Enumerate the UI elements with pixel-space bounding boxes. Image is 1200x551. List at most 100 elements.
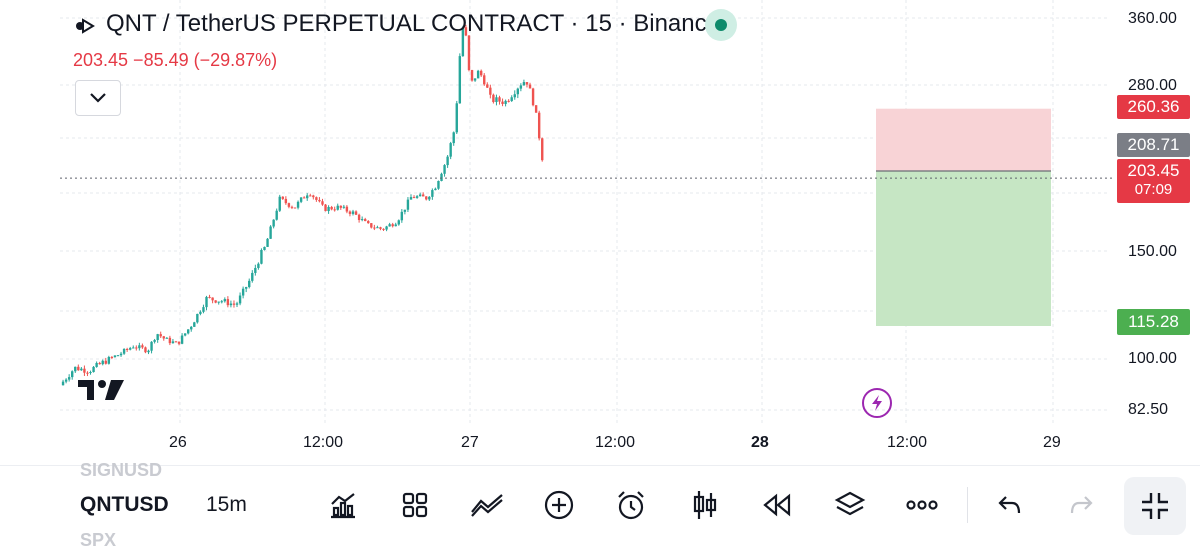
candle xyxy=(403,209,407,212)
candle xyxy=(113,355,117,358)
candle xyxy=(125,348,129,350)
candle xyxy=(376,227,379,229)
candle xyxy=(461,27,465,57)
time-tick: 12:00 xyxy=(595,434,636,451)
candle xyxy=(339,205,342,208)
price-tick: 150.00 xyxy=(1128,243,1177,260)
candle xyxy=(382,228,385,230)
candle xyxy=(309,195,312,197)
fullscreen-button[interactable] xyxy=(1124,477,1186,535)
candle xyxy=(360,219,364,221)
chart-type-icon[interactable] xyxy=(326,488,360,522)
candle xyxy=(104,360,107,364)
candle xyxy=(345,206,349,212)
symbol-selector[interactable]: QNTUSD xyxy=(80,493,169,516)
candle xyxy=(330,206,333,210)
candle xyxy=(174,341,178,343)
price-tick: 100.00 xyxy=(1128,350,1177,367)
candle xyxy=(64,379,68,382)
add-icon[interactable] xyxy=(542,488,576,522)
collapse-legend-button[interactable] xyxy=(75,80,121,116)
candle xyxy=(421,194,425,197)
candle xyxy=(476,70,480,79)
replay-icon[interactable] xyxy=(760,488,794,522)
chevron-down-icon xyxy=(90,93,106,103)
candle xyxy=(128,348,132,350)
candle xyxy=(263,246,266,250)
candle xyxy=(202,307,205,312)
candle xyxy=(71,371,74,378)
timeframe-selector[interactable]: 15m xyxy=(206,493,247,516)
candle xyxy=(437,180,440,189)
price-chart[interactable] xyxy=(0,0,1200,465)
candle xyxy=(98,362,101,365)
candle xyxy=(235,303,239,305)
indicators-icon[interactable] xyxy=(470,488,504,522)
flash-icon[interactable] xyxy=(862,388,892,418)
candle xyxy=(251,272,254,281)
candle xyxy=(522,82,526,86)
candle xyxy=(272,219,275,227)
indicators-icon xyxy=(471,494,503,517)
candle xyxy=(257,263,260,268)
symbol-prev[interactable]: SIGNUSD xyxy=(80,460,163,480)
layouts-icon[interactable] xyxy=(398,488,432,522)
candle xyxy=(153,339,156,342)
candle xyxy=(318,199,321,202)
candles-icon[interactable] xyxy=(688,488,722,522)
candle xyxy=(135,347,138,349)
candle xyxy=(489,87,492,95)
alert-clock-icon[interactable] xyxy=(614,488,648,522)
more-icon xyxy=(906,500,938,510)
candle xyxy=(95,362,98,367)
redo-icon[interactable] xyxy=(1065,488,1099,522)
fullscreen-icon xyxy=(1142,493,1168,519)
take-profit-price-tag[interactable]: 115.28 xyxy=(1117,309,1190,335)
alert-clock-icon xyxy=(618,491,644,520)
undo-icon[interactable] xyxy=(992,488,1026,522)
last-price-tag: 203.45 07:09 xyxy=(1117,159,1190,203)
candle xyxy=(232,303,236,305)
candle xyxy=(110,357,114,359)
candle xyxy=(495,97,498,103)
layouts-icon xyxy=(402,492,428,518)
candle xyxy=(67,377,71,380)
candle xyxy=(431,190,434,197)
candle xyxy=(492,94,495,103)
candle xyxy=(348,211,352,214)
candlestick-series xyxy=(61,24,544,386)
candle xyxy=(483,75,486,85)
candle xyxy=(229,303,233,306)
tradingview-logo-icon xyxy=(78,380,124,400)
candle xyxy=(293,207,297,209)
candle xyxy=(275,210,278,220)
layers-icon[interactable] xyxy=(833,488,867,522)
candle xyxy=(208,296,211,298)
price-change-readout: 203.45 −85.49 (−29.87%) xyxy=(73,50,278,70)
candle xyxy=(464,27,468,36)
candle xyxy=(260,249,263,264)
candle xyxy=(541,138,544,161)
candle xyxy=(486,84,489,88)
market-open-indicator xyxy=(705,9,737,41)
candle xyxy=(409,197,413,200)
candle xyxy=(443,165,446,174)
symbol-title[interactable]: QNT / TetherUS PERPETUAL CONTRACT · 15 ·… xyxy=(106,10,720,37)
candle xyxy=(394,224,397,227)
candle xyxy=(412,197,416,199)
candle xyxy=(525,82,529,85)
replay-icon xyxy=(763,493,791,517)
more-icon[interactable] xyxy=(905,488,939,522)
stop-loss-price-tag[interactable]: 260.36 xyxy=(1117,95,1190,119)
symbol-next[interactable]: SPX xyxy=(80,530,117,550)
candle xyxy=(534,105,538,113)
candle xyxy=(400,211,404,221)
candle xyxy=(162,336,165,339)
chart-header: QNT / TetherUS PERPETUAL CONTRACT · 15 ·… xyxy=(76,10,720,38)
candle xyxy=(312,195,315,198)
bottom-toolbar xyxy=(0,465,1200,547)
candle xyxy=(190,326,193,330)
stop-loss-zone xyxy=(876,108,1051,171)
candle xyxy=(373,227,376,229)
entry-price-tag[interactable]: 208.71 xyxy=(1117,133,1190,157)
